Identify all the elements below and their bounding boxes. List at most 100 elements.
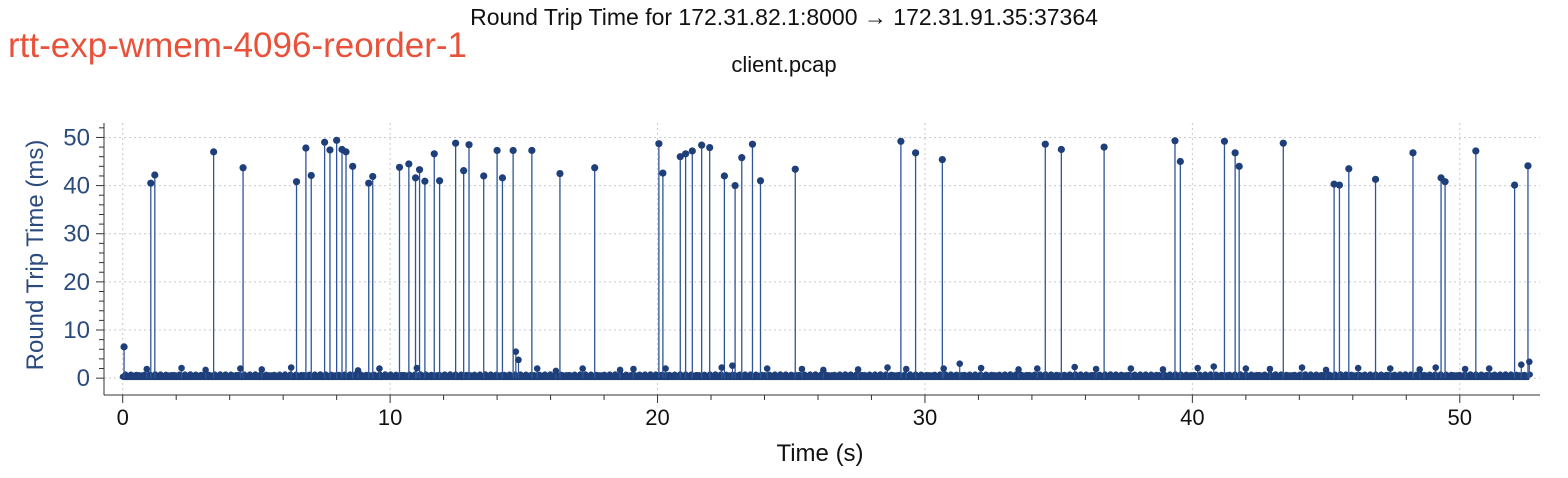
rtt-point [591, 164, 599, 172]
rtt-point [405, 160, 413, 168]
minor-point [1354, 364, 1362, 372]
minor-point [662, 365, 669, 372]
minor-point [1242, 365, 1250, 372]
chart-title: Round Trip Time for 172.31.82.1:8000 → 1… [470, 4, 1098, 30]
rtt-point [1335, 181, 1344, 189]
minor-point [1461, 365, 1469, 373]
minor-point [552, 367, 560, 375]
rtt-point [720, 172, 728, 180]
minor-point [512, 348, 520, 355]
minor-point [258, 366, 266, 373]
tick-labels: 0 10 20 30 40 50 0 10 20 30 40 50 [63, 124, 1472, 430]
rtt-point [509, 146, 517, 155]
minor-point [1210, 363, 1218, 370]
grid-lines [104, 123, 1540, 395]
rtt-point [369, 172, 377, 181]
rtt-point [1235, 162, 1243, 170]
rtt-point [349, 162, 357, 170]
rtt-point [911, 149, 920, 157]
rtt-point [498, 174, 507, 182]
x-tick-label: 50 [1448, 405, 1472, 430]
y-tick-label: 30 [63, 221, 90, 248]
rtt-point [120, 343, 128, 351]
minor-point [616, 366, 624, 374]
minor-point [202, 366, 209, 374]
minor-point [1485, 365, 1493, 372]
rtt-point [1345, 165, 1353, 173]
minor-point [1432, 364, 1440, 371]
rtt-point [655, 140, 663, 148]
rtt-point [1524, 162, 1532, 170]
rtt-point [452, 139, 460, 147]
minor-point [1416, 366, 1423, 373]
y-tick-label: 50 [63, 124, 90, 151]
minor-point [977, 364, 985, 372]
rtt-point [731, 181, 739, 190]
rtt-point [436, 177, 444, 185]
rtt-point [1409, 149, 1417, 157]
chart-subtitle: client.pcap [731, 52, 837, 77]
minor-point [1194, 364, 1202, 372]
rtt-point [1441, 178, 1449, 186]
rtt-point [365, 179, 373, 187]
x-axis-title: Time (s) [776, 440, 864, 467]
minor-point [729, 362, 736, 369]
rtt-point [326, 146, 334, 154]
rtt-point [147, 179, 155, 187]
rtt-point [460, 167, 468, 175]
minor-point [1386, 365, 1394, 372]
minor-point [884, 364, 891, 371]
rtt-point [706, 143, 714, 152]
rtt-point [1176, 157, 1184, 166]
rtt-point [302, 144, 310, 152]
rtt-point [321, 138, 329, 146]
rtt-point [1510, 181, 1519, 189]
minor-point [1015, 366, 1022, 373]
rtt-point [415, 166, 424, 174]
rtt-point [682, 150, 690, 158]
minor-point [515, 356, 522, 364]
y-tick-label: 10 [63, 317, 90, 344]
minor-point [354, 367, 362, 374]
y-tick-label: 20 [63, 269, 90, 296]
rtt-point [1041, 140, 1049, 148]
minor-point [413, 364, 421, 372]
minor-point [1298, 364, 1306, 371]
rtt-point [395, 163, 404, 171]
minor-point [763, 365, 771, 372]
minor-point [630, 365, 637, 373]
minor-point [143, 365, 151, 373]
minor-point [1033, 365, 1041, 372]
rtt-point [1472, 147, 1480, 155]
rtt-point [698, 141, 706, 149]
tick-marks [96, 127, 1514, 403]
minor-point [1127, 365, 1135, 372]
rtt-point [791, 165, 799, 173]
minor-point [287, 364, 295, 371]
rtt-point [421, 177, 429, 185]
rtt-point [239, 164, 247, 172]
experiment-label: rtt-exp-wmem-4096-reorder-1 [8, 26, 468, 65]
rtt-point [430, 150, 438, 158]
y-tick-label: 0 [77, 365, 90, 392]
y-axis-title: Round Trip Time (ms) [22, 139, 49, 371]
minor-point [237, 365, 244, 372]
rtt-point [465, 141, 473, 149]
x-tick-label: 40 [1180, 405, 1204, 430]
baseline-band [119, 371, 1533, 381]
minor-point [1526, 358, 1533, 366]
rtt-point [748, 140, 757, 148]
rtt-point [480, 172, 488, 180]
minor-point [178, 364, 185, 372]
rtt-point [1279, 139, 1287, 147]
minor-point [579, 365, 586, 372]
minor-point [1266, 365, 1274, 373]
rtt-point [411, 174, 420, 182]
x-tick-label: 0 [117, 405, 129, 430]
minor-point [902, 365, 910, 373]
rtt-point [1371, 175, 1380, 183]
rtt-point [292, 178, 301, 186]
rtt-point [1330, 180, 1338, 188]
minor-point [940, 365, 947, 372]
